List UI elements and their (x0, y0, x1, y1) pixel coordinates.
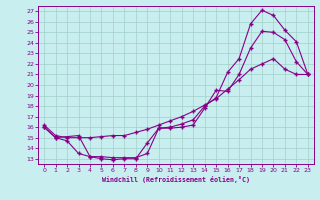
X-axis label: Windchill (Refroidissement éolien,°C): Windchill (Refroidissement éolien,°C) (102, 176, 250, 183)
